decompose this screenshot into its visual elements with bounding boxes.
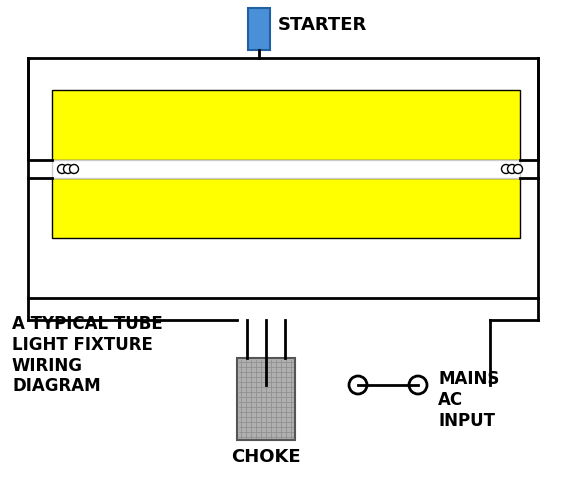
Bar (28, 58, 538, 298)
Circle shape (69, 164, 78, 173)
Circle shape (508, 164, 516, 173)
Text: CHOKE: CHOKE (231, 448, 301, 466)
Bar (248, 8, 270, 50)
Text: MAINS
AC
INPUT: MAINS AC INPUT (438, 370, 499, 430)
Circle shape (63, 164, 73, 173)
Bar (52, 90, 520, 160)
Circle shape (58, 164, 66, 173)
Circle shape (409, 376, 427, 394)
Circle shape (514, 164, 523, 173)
Text: STARTER: STARTER (278, 16, 367, 34)
Bar (237, 358, 295, 440)
Circle shape (501, 164, 511, 173)
Text: A TYPICAL TUBE
LIGHT FIXTURE
WIRING
DIAGRAM: A TYPICAL TUBE LIGHT FIXTURE WIRING DIAG… (12, 315, 163, 395)
Bar (52, 178, 520, 238)
Bar (52, 160, 520, 178)
Circle shape (349, 376, 367, 394)
